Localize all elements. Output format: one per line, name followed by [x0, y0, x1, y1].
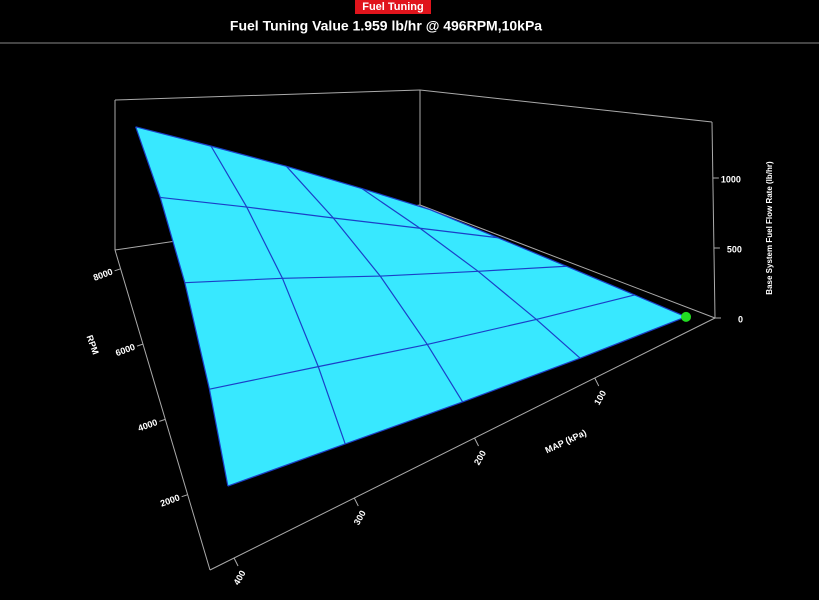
- surface-cell: [282, 276, 428, 367]
- box-edge: [114, 249, 211, 571]
- surface-cell: [184, 278, 319, 390]
- x-tick: [594, 377, 600, 387]
- surface-cell: [333, 217, 479, 277]
- surface-cell: [478, 266, 635, 320]
- surface-cell: [380, 271, 537, 345]
- z-tick-label: 0: [738, 314, 743, 324]
- x-tick-label: 300: [352, 509, 368, 527]
- chart-title: Fuel Tuning Value 1.959 lb/hr @ 496RPM,1…: [230, 18, 542, 34]
- surface-column: [286, 165, 464, 403]
- surface-cell: [536, 294, 686, 359]
- x-tick-label: 400: [231, 569, 247, 587]
- box-edge: [419, 204, 716, 319]
- surface-cell: [427, 319, 581, 402]
- tab-badge: [355, 0, 431, 14]
- x-tick: [233, 557, 239, 567]
- surface-cell: [211, 146, 334, 218]
- surface-cell: [286, 166, 420, 229]
- surface-column: [210, 145, 346, 445]
- surface-cell: [318, 344, 463, 444]
- box-edge: [114, 89, 421, 101]
- surface-column: [135, 126, 229, 487]
- x-tick-label: 200: [472, 449, 488, 467]
- box-edge: [419, 89, 713, 123]
- y-tick: [159, 418, 166, 422]
- y-tick-label: 6000: [114, 342, 136, 358]
- cursor-marker: [681, 311, 692, 322]
- tab-label: Fuel Tuning: [362, 1, 424, 13]
- surface-cell: [209, 366, 346, 487]
- x-tick: [353, 497, 359, 507]
- y-tick-label: 8000: [92, 267, 114, 283]
- box-edge: [209, 317, 716, 571]
- x-tick-label: 100: [592, 389, 608, 407]
- surface-cell: [419, 228, 567, 272]
- surface-column: [429, 209, 687, 318]
- y-tick-label: 2000: [159, 492, 181, 508]
- y-axis-title: RPM: [84, 334, 100, 356]
- surface-cell: [246, 207, 381, 279]
- z-tick-label: 1000: [721, 174, 741, 184]
- y-tick: [114, 268, 121, 272]
- x-tick: [474, 437, 479, 447]
- z-tick-label: 500: [727, 244, 742, 254]
- box-edge: [711, 121, 716, 319]
- y-tick: [181, 494, 188, 498]
- y-tick-label: 4000: [137, 417, 159, 433]
- surface-cell: [135, 126, 247, 208]
- surface-cell: [160, 197, 283, 283]
- y-tick: [136, 343, 144, 347]
- surface-cell: [361, 188, 499, 238]
- x-axis-title: MAP (kPa): [544, 428, 588, 456]
- surface-column: [361, 188, 581, 359]
- z-axis-title: Base System Fuel Flow Rate (lb/hr): [765, 161, 774, 295]
